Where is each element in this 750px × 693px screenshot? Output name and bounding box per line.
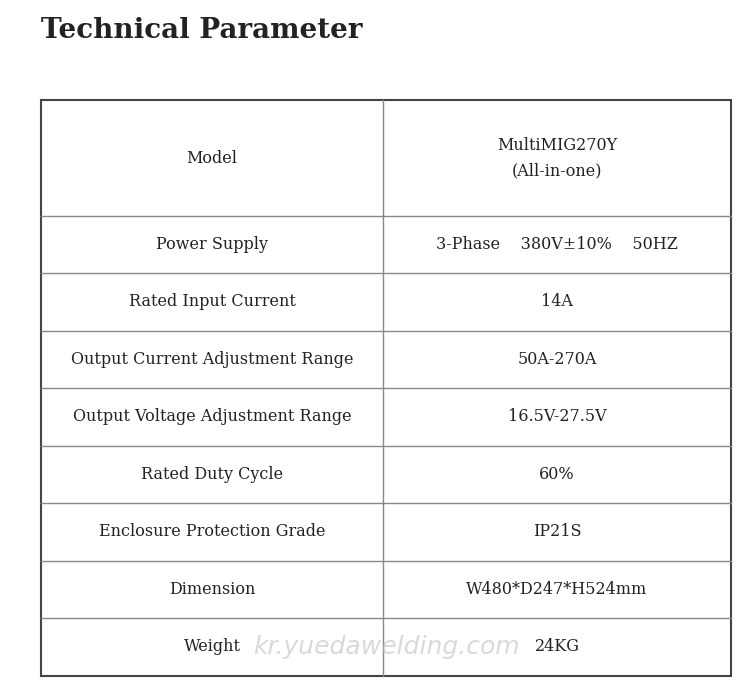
Text: Technical Parameter: Technical Parameter — [41, 17, 363, 44]
Text: 16.5V-27.5V: 16.5V-27.5V — [508, 408, 606, 426]
Text: Rated Input Current: Rated Input Current — [128, 293, 296, 310]
Text: kr.yuedawelding.com: kr.yuedawelding.com — [253, 635, 520, 659]
Text: Enclosure Protection Grade: Enclosure Protection Grade — [99, 523, 326, 541]
Bar — [41, 100, 731, 676]
Text: Model: Model — [187, 150, 238, 166]
Text: 14A: 14A — [541, 293, 573, 310]
Text: W480*D247*H524mm: W480*D247*H524mm — [466, 581, 648, 598]
Text: Weight: Weight — [184, 638, 241, 656]
Text: MultiMIG270Y
(All-in-one): MultiMIG270Y (All-in-one) — [497, 137, 617, 179]
Text: Rated Duty Cycle: Rated Duty Cycle — [141, 466, 283, 483]
Text: 24KG: 24KG — [535, 638, 580, 656]
Text: IP21S: IP21S — [532, 523, 581, 541]
Text: Output Voltage Adjustment Range: Output Voltage Adjustment Range — [73, 408, 351, 426]
Text: Power Supply: Power Supply — [156, 236, 268, 253]
Text: 3-Phase    380V±10%    50HZ: 3-Phase 380V±10% 50HZ — [436, 236, 678, 253]
Text: 60%: 60% — [539, 466, 574, 483]
Text: Output Current Adjustment Range: Output Current Adjustment Range — [70, 351, 353, 368]
Text: Dimension: Dimension — [169, 581, 255, 598]
Text: 50A-270A: 50A-270A — [518, 351, 597, 368]
